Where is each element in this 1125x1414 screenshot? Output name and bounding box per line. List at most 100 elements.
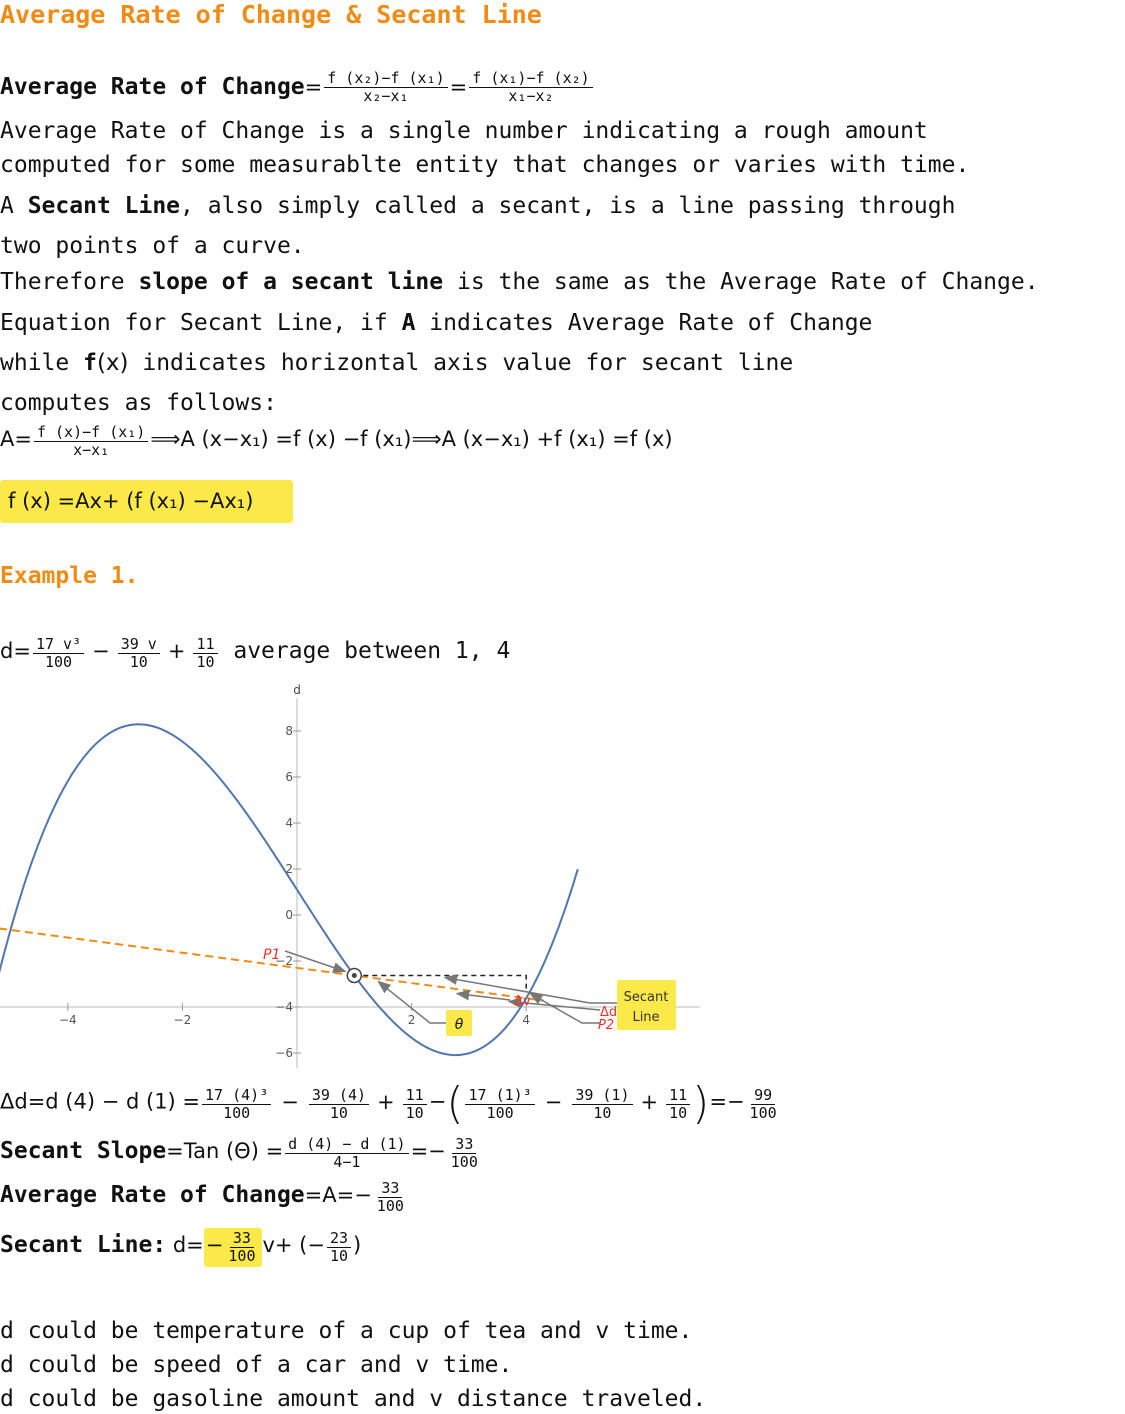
secant-slope-mid: =Tan (Θ) = xyxy=(166,1139,284,1163)
frac-numerator: 33 xyxy=(378,1180,403,1198)
frac-numerator: f (x)−f (x₁) xyxy=(33,424,149,442)
derivation-row: A= f (x)−f (x₁) x−x₁ ⟹A (x−x₁) =f (x) −f (x… xyxy=(0,424,673,459)
dv-arrow xyxy=(455,989,511,1001)
theta-label-box xyxy=(446,1010,472,1036)
y-tick-label: 2 xyxy=(285,862,293,876)
function-lhs: d= xyxy=(0,639,31,663)
frac-numerator: 39 v xyxy=(117,636,160,654)
open-paren: ( xyxy=(446,1078,464,1129)
page-title: Average Rate of Change & Secant Line xyxy=(0,0,542,29)
derivation-lhs: A= xyxy=(0,427,32,451)
bold-term: A xyxy=(401,310,416,336)
text-span: is the same as the Average Rate of Chang… xyxy=(443,269,1039,295)
frac-denominator: 10 xyxy=(329,1103,348,1122)
definition-label: Average Rate of Change xyxy=(0,74,305,100)
operator: − xyxy=(544,1089,563,1114)
operator: − xyxy=(205,1233,224,1257)
frac-denominator: 100 xyxy=(749,1103,777,1122)
y-tick-label: 4 xyxy=(285,816,293,830)
text-span: A xyxy=(0,193,28,219)
frac-denominator: x₂−x₁ xyxy=(363,87,409,105)
secant-line-post: v+ (− xyxy=(262,1233,325,1257)
interpretation-line: d could be speed of a car and v time. xyxy=(0,1352,513,1378)
frac-numerator: 39 (4) xyxy=(308,1086,370,1105)
paragraph-line: computes as follows: xyxy=(0,390,277,416)
paragraph-line: Average Rate of Change is a single numbe… xyxy=(0,118,928,144)
operator: =− xyxy=(709,1089,745,1114)
frac-denominator: 10 xyxy=(405,1103,424,1122)
paragraph-line: Therefore slope of a secant line is the … xyxy=(0,267,1039,297)
delta-guide-lines xyxy=(354,974,527,990)
frac-numerator: 99 xyxy=(751,1086,776,1105)
y-tick-label: 8 xyxy=(285,724,293,738)
secant-line-label: Secant Line: xyxy=(0,1232,167,1258)
x-tick-label: 2 xyxy=(408,1013,416,1027)
text-span: while xyxy=(0,350,84,376)
secant-line xyxy=(0,927,544,1002)
p1-label: P1 xyxy=(263,947,280,963)
avg-rate-label: Average Rate of Change xyxy=(0,1182,305,1208)
secant-slope-label: Secant Slope xyxy=(0,1138,167,1164)
operator: =− xyxy=(410,1139,446,1163)
operator: + xyxy=(167,639,186,663)
y-tick-label: −4 xyxy=(275,1000,293,1014)
y-tick-label: 6 xyxy=(285,770,293,784)
bold-term: f xyxy=(83,350,97,376)
frac-numerator: 11 xyxy=(193,636,218,654)
x-tick-label: 4 xyxy=(522,1013,530,1027)
secant-label-line2: Line xyxy=(632,1010,659,1025)
frac-denominator: 10 xyxy=(129,653,148,671)
operator: + xyxy=(640,1089,659,1114)
theta-label: θ xyxy=(455,1017,464,1033)
function-curve xyxy=(0,723,579,1057)
frac-denominator: 10 xyxy=(669,1103,688,1122)
avg-rate-mid: =A=− xyxy=(304,1183,372,1207)
frac-denominator: 100 xyxy=(223,1103,251,1122)
frac-numerator: 17 (4)³ xyxy=(202,1086,272,1105)
point-p1-marker xyxy=(346,967,363,984)
calc-lhs: Δd=d (4) − d (1) = xyxy=(0,1089,201,1114)
text-span: Therefore xyxy=(0,269,139,295)
bold-term: Secant Line xyxy=(27,193,181,219)
operator: − xyxy=(281,1089,299,1114)
chart-annotations xyxy=(284,950,617,1024)
p1-dot xyxy=(351,972,357,978)
dd-arrow xyxy=(507,997,601,1011)
x-tick-label: −2 xyxy=(174,1013,192,1027)
y-axis-label: d xyxy=(293,683,301,697)
paragraph-line: two points of a curve. xyxy=(0,233,305,259)
frac-denominator: 100 xyxy=(376,1197,404,1215)
frac-numerator: 17 (1)³ xyxy=(465,1086,535,1105)
p1-arrow xyxy=(284,950,347,973)
text-span: Equation for Secant Line, if xyxy=(0,310,402,336)
frac-numerator: 11 xyxy=(402,1086,427,1105)
text-span: indicates Average Rate of Change xyxy=(415,310,873,336)
frac-denominator: 100 xyxy=(228,1247,256,1265)
frac-denominator: 100 xyxy=(450,1153,478,1171)
frac-numerator: 17 v³ xyxy=(32,636,85,654)
dd-label: Δd xyxy=(600,1005,617,1020)
secant-arrow xyxy=(443,974,617,1004)
example-title: Example 1. xyxy=(0,563,139,589)
frac-numerator: 39 (1) xyxy=(572,1086,633,1105)
function-tail: average between 1, 4 xyxy=(219,638,511,664)
secant-line-row: Secant Line: d=− 33 100 v+ (− 23 10) xyxy=(0,1228,361,1267)
operator: − xyxy=(92,639,110,663)
close-paren: ) xyxy=(353,1233,362,1257)
secant-chart: −4 −2 2 4 −6 −4 −2 0 2 4 6 8 Secant Line θ P1 P2 Δv… xyxy=(0,683,700,1068)
equals-sign: = xyxy=(304,75,323,99)
paragraph-line: Equation for Secant Line, if A indicates… xyxy=(0,308,872,338)
chart-axes: −4 −2 2 4 −6 −4 −2 0 2 4 6 8 xyxy=(0,698,700,1068)
text-span: , also simply called a secant, is a line… xyxy=(180,193,956,219)
frac-numerator: 33 xyxy=(229,1230,254,1248)
frac-denominator: 10 xyxy=(196,653,215,671)
frac-denominator: 10 xyxy=(329,1247,349,1265)
frac-numerator: 11 xyxy=(666,1086,691,1105)
text-span: indicates horizontal axis value for seca… xyxy=(128,350,794,376)
frac-denominator: 4−1 xyxy=(333,1153,361,1171)
secant-formula-highlight: f (x) =Ax+ (f (x₁) −Ax₁) xyxy=(0,480,293,523)
paragraph-line: computed for some measurablte entity tha… xyxy=(0,152,970,178)
operator: + xyxy=(377,1089,395,1114)
operator: − xyxy=(428,1089,447,1114)
paragraph-line: A Secant Line, also simply called a seca… xyxy=(0,191,955,221)
